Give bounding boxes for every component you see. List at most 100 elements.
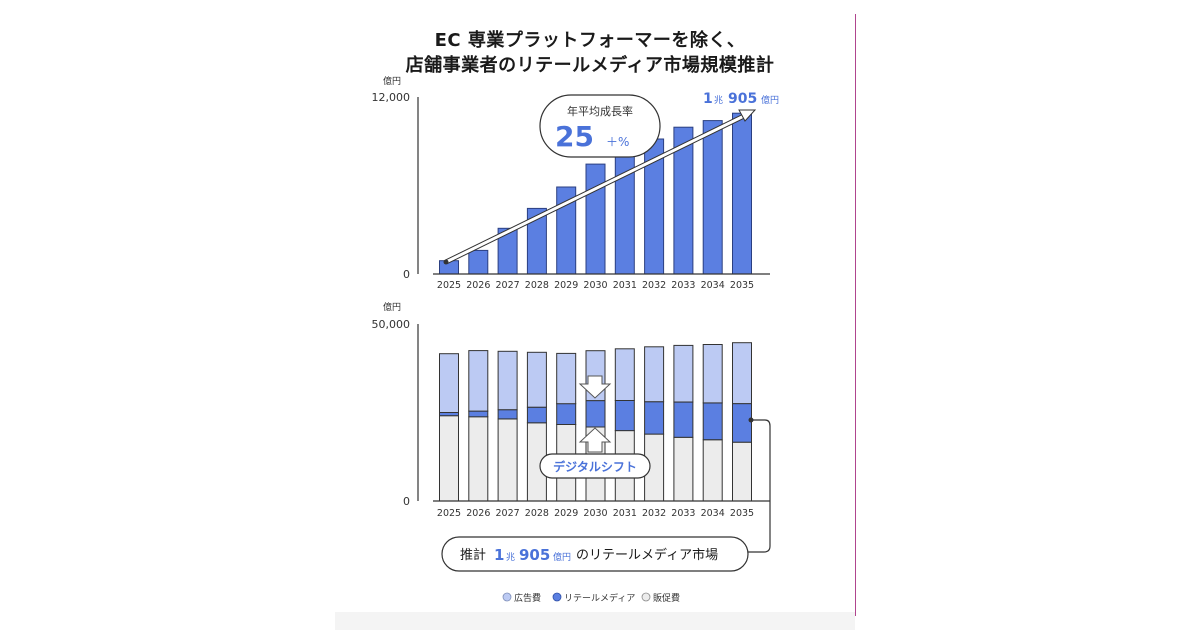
shift-arrow-down <box>578 375 612 399</box>
top-x-tick-2033: 2033 <box>671 280 695 291</box>
digital-shift-bubble: デジタルシフト <box>539 453 651 479</box>
bottom-bar-2034-promo <box>702 439 723 502</box>
bottom-bar-2029-ad <box>556 352 577 405</box>
bottom-bar-2034-ad <box>702 344 723 404</box>
legend-item-promo-cost: 販促費 <box>641 592 680 604</box>
bottom-x-tick-2031: 2031 <box>613 508 637 519</box>
legend-item-ad-cost: 広告費 <box>502 592 541 604</box>
bottom-bar-2032-retail-media <box>644 401 665 435</box>
chart-title: EC 専業プラットフォーマーを除く、 店舗事業者のリテールメディア市場規模推計 <box>340 28 840 78</box>
bottom-bar-2027-promo <box>497 418 518 502</box>
top-x-tick-2025: 2025 <box>437 280 461 291</box>
shift-arrow-up <box>578 427 612 453</box>
top-bar-2035 <box>732 112 752 275</box>
bottom-bar-2035-retail-media <box>732 403 752 443</box>
bottom-unit-label: 億円 <box>383 301 401 313</box>
bottom-x-tick-2027: 2027 <box>496 508 520 519</box>
bottom-bar-2033-promo <box>673 436 694 502</box>
callout-num2: 905 <box>519 546 550 564</box>
bottom-x-tick-2026: 2026 <box>466 508 490 519</box>
bottom-bar-2025-promo <box>439 415 459 502</box>
top-x-ticks: 2025 2026 2027 2028 2029 2030 2031 2032 2033 2034… <box>437 280 754 291</box>
legend-swatch-retail-media <box>552 592 562 602</box>
legend-item-retail-media: リテールメディア <box>552 592 635 604</box>
callout-suffix: のリテールメディア市場 <box>576 547 718 563</box>
top-x-tick-2031: 2031 <box>613 280 637 291</box>
bottom-bar-2034-retail-media <box>702 402 723 441</box>
bottom-bar-2032-ad <box>644 346 665 403</box>
callout-dot <box>748 417 754 423</box>
bottom-y-tick-zero: 0 <box>403 495 410 508</box>
bottom-bar-2028-ad <box>526 351 547 408</box>
bottom-bar-2028-retail-media <box>526 406 547 424</box>
growth-arrow <box>443 109 757 265</box>
bottom-bar-2033-retail-media <box>673 401 694 438</box>
bottom-bar-2026-ad <box>468 350 489 412</box>
bottom-bar-2026-promo <box>468 416 489 502</box>
top-bars <box>439 112 752 275</box>
top-end-label: 1 兆 905 億円 <box>703 91 779 107</box>
bottom-x-tick-2028: 2028 <box>525 508 549 519</box>
legend: 広告費 リテールメディア 販促費 <box>502 592 680 604</box>
chart-title-line1: EC 専業プラットフォーマーを除く、 <box>434 30 746 51</box>
top-x-tick-2030: 2030 <box>583 280 607 291</box>
growth-rate-label: 年平均成長率 <box>567 104 633 118</box>
bottom-x-tick-2034: 2034 <box>701 508 725 519</box>
bottom-bar-2029-retail-media <box>556 403 577 426</box>
top-end-num2: 905 <box>728 91 757 107</box>
top-bar-2034 <box>702 120 723 275</box>
vertical-divider <box>855 14 856 616</box>
top-y-tick-max: 12,000 <box>372 91 411 104</box>
bottom-x-tick-2029: 2029 <box>554 508 578 519</box>
top-x-tick-2027: 2027 <box>496 280 520 291</box>
callout-num1: 1 <box>494 546 504 564</box>
bottom-x-tick-2035: 2035 <box>730 508 754 519</box>
top-bar-2026 <box>468 249 489 275</box>
legend-label-ad-cost: 広告費 <box>514 592 541 604</box>
legend-swatch-ad-cost <box>502 592 512 602</box>
callout-prefix: 推計 <box>460 547 486 563</box>
chart-title-line2: 店舗事業者のリテールメディア市場規模推計 <box>405 55 775 76</box>
bottom-bar-2025-ad <box>439 353 459 414</box>
bottom-bar-2031-retail-media <box>614 400 635 432</box>
bottom-bar-2033-ad <box>673 344 694 403</box>
growth-rate-value: 25 <box>555 120 594 153</box>
bottom-x-tick-2025: 2025 <box>437 508 461 519</box>
bottom-bar-2035-ad <box>732 342 752 405</box>
top-x-tick-2034: 2034 <box>701 280 725 291</box>
bottom-bar-2027-ad <box>497 350 518 411</box>
bottom-bar-2035-promo <box>732 441 752 502</box>
growth-rate-suffix: ＋% <box>606 135 629 149</box>
panel-footer <box>335 612 855 630</box>
top-end-unit2: 億円 <box>761 94 779 106</box>
callout-connector <box>748 419 771 553</box>
top-x-tick-2032: 2032 <box>642 280 666 291</box>
top-y-tick-zero: 0 <box>403 268 410 281</box>
top-x-tick-2028: 2028 <box>525 280 549 291</box>
bottom-bar-2030-retail-media <box>585 400 606 428</box>
growth-rate-bubble: 年平均成長率 25 ＋% <box>539 94 661 158</box>
bottom-bar-2026-retail-media <box>468 410 489 418</box>
bottom-x-tick-2033: 2033 <box>671 508 695 519</box>
bottom-bar-2027-retail-media <box>497 409 518 420</box>
top-x-tick-2029: 2029 <box>554 280 578 291</box>
legend-label-promo-cost: 販促費 <box>653 592 680 604</box>
top-unit-label: 億円 <box>383 75 401 87</box>
bottom-x-tick-2030: 2030 <box>583 508 607 519</box>
top-bar-2030 <box>585 163 606 275</box>
bottom-x-tick-2032: 2032 <box>642 508 666 519</box>
bottom-x-ticks: 2025 2026 2027 2028 2029 2030 2031 2032 2033 2034… <box>437 508 754 519</box>
callout-bubble: 推計 1 兆 905 億円 のリテールメディア市場 <box>441 536 749 572</box>
callout-unit1: 兆 <box>506 552 515 563</box>
bottom-y-tick-max: 50,000 <box>372 318 411 331</box>
top-end-num1: 1 <box>703 91 713 107</box>
digital-shift-label: デジタルシフト <box>553 459 637 474</box>
bottom-bar-2031-ad <box>614 348 635 401</box>
top-x-tick-2026: 2026 <box>466 280 490 291</box>
callout-unit2: 億円 <box>553 551 571 563</box>
top-end-unit1: 兆 <box>714 95 723 106</box>
top-x-tick-2035: 2035 <box>730 280 754 291</box>
legend-swatch-promo-cost <box>641 592 651 602</box>
